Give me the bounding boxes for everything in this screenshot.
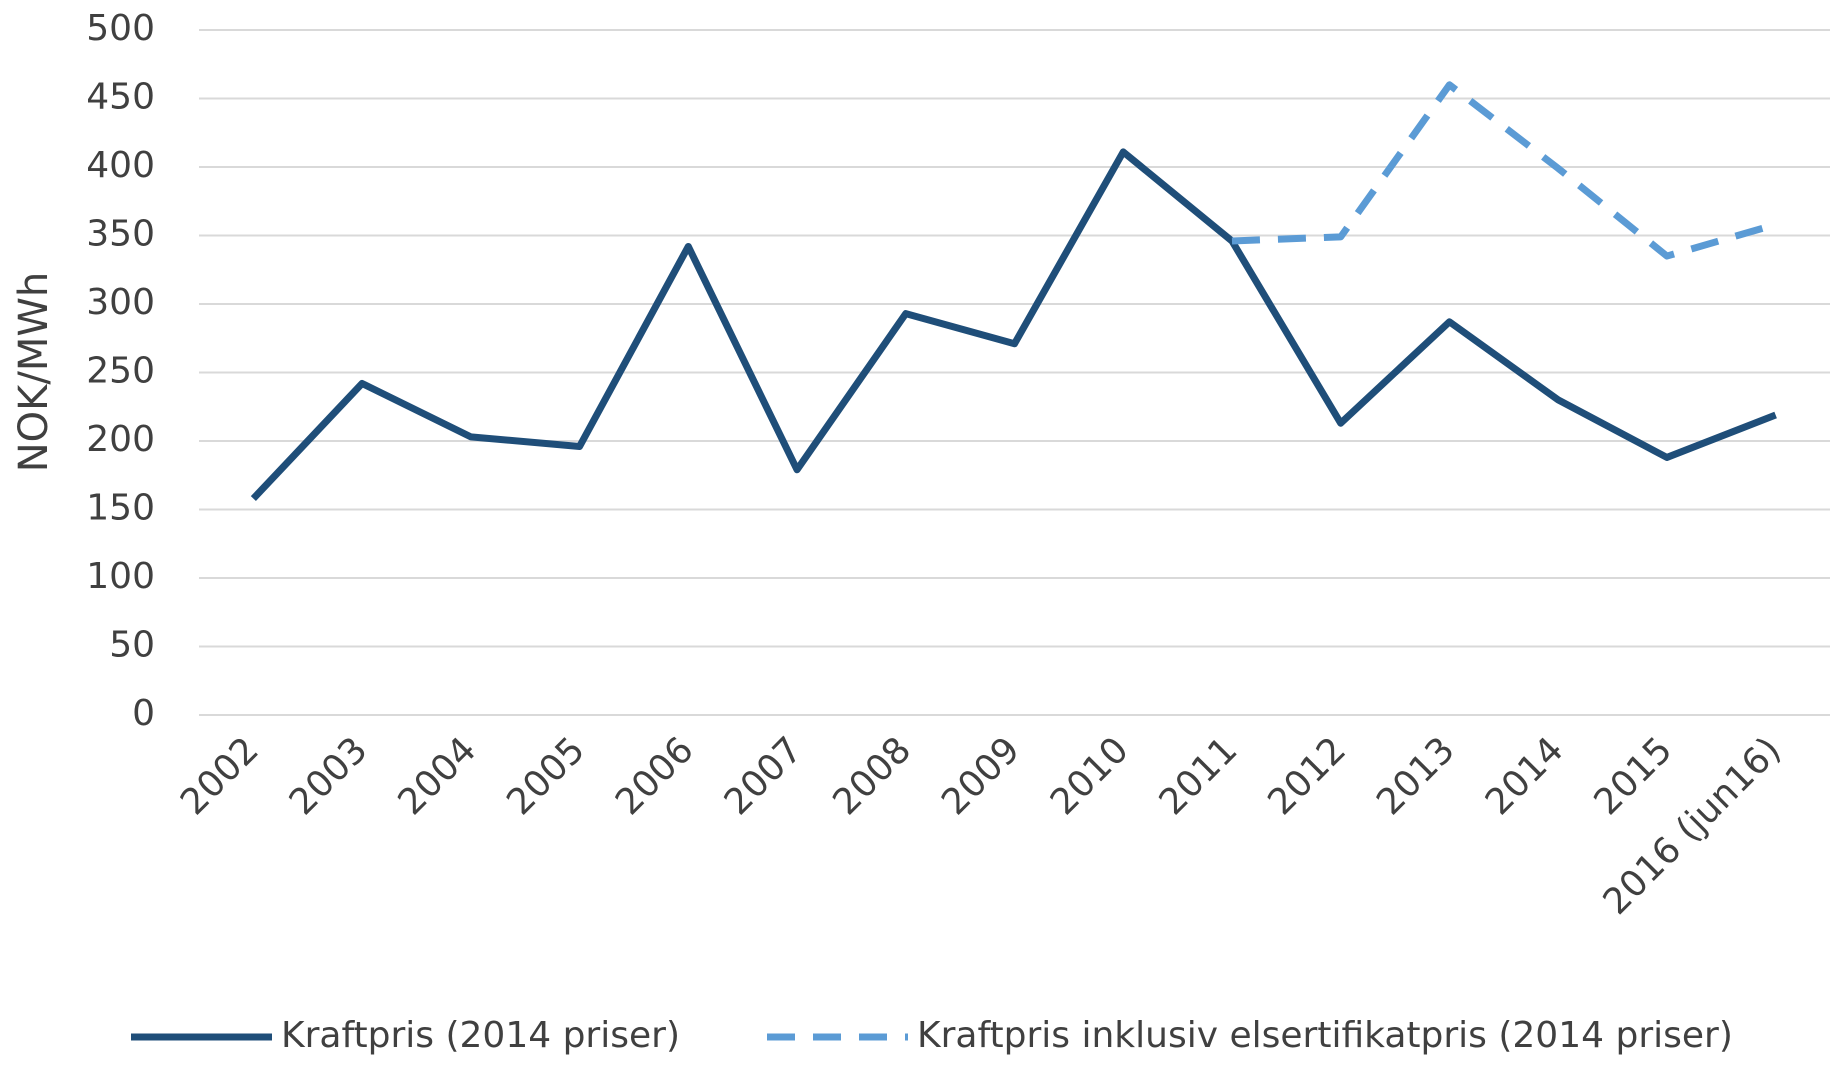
legend-label: Kraftpris (2014 priser) <box>281 1015 680 1056</box>
x-tick-label: 2004 <box>390 729 484 823</box>
y-tick-label: 100 <box>86 556 155 597</box>
y-tick-label: 300 <box>86 282 155 323</box>
y-tick-label: 0 <box>132 693 155 734</box>
y-tick-label: 350 <box>86 214 155 255</box>
legend-label: Kraftpris inklusiv elsertifikatpris (201… <box>917 1015 1733 1056</box>
y-tick-label: 250 <box>86 351 155 392</box>
x-tick-label: 2003 <box>282 729 376 823</box>
y-tick-label: 500 <box>86 8 155 49</box>
y-tick-label: 400 <box>86 145 155 186</box>
y-tick-label: 450 <box>86 77 155 118</box>
series-line <box>1231 81 1777 260</box>
x-tick-label: 2008 <box>825 729 919 823</box>
x-tick-label: 2009 <box>934 729 1028 823</box>
x-tick-label: 2011 <box>1152 729 1246 823</box>
x-tick-label: 2013 <box>1369 729 1463 823</box>
x-tick-label: 2010 <box>1043 729 1137 823</box>
x-tick-label: 2002 <box>173 729 267 823</box>
x-tick-label: 2007 <box>717 729 811 823</box>
x-tick-label: 2006 <box>608 729 702 823</box>
y-axis-label: NOK/MWh <box>11 272 57 473</box>
y-tick-label: 200 <box>86 419 155 460</box>
x-tick-label: 2015 <box>1587 729 1681 823</box>
series-line <box>250 148 1777 501</box>
y-tick-label: 150 <box>86 488 155 529</box>
y-tick-label: 50 <box>109 625 155 666</box>
x-tick-label: 2012 <box>1260 729 1354 823</box>
x-tick-label: 2005 <box>499 729 593 823</box>
x-tick-label: 2014 <box>1478 729 1572 823</box>
